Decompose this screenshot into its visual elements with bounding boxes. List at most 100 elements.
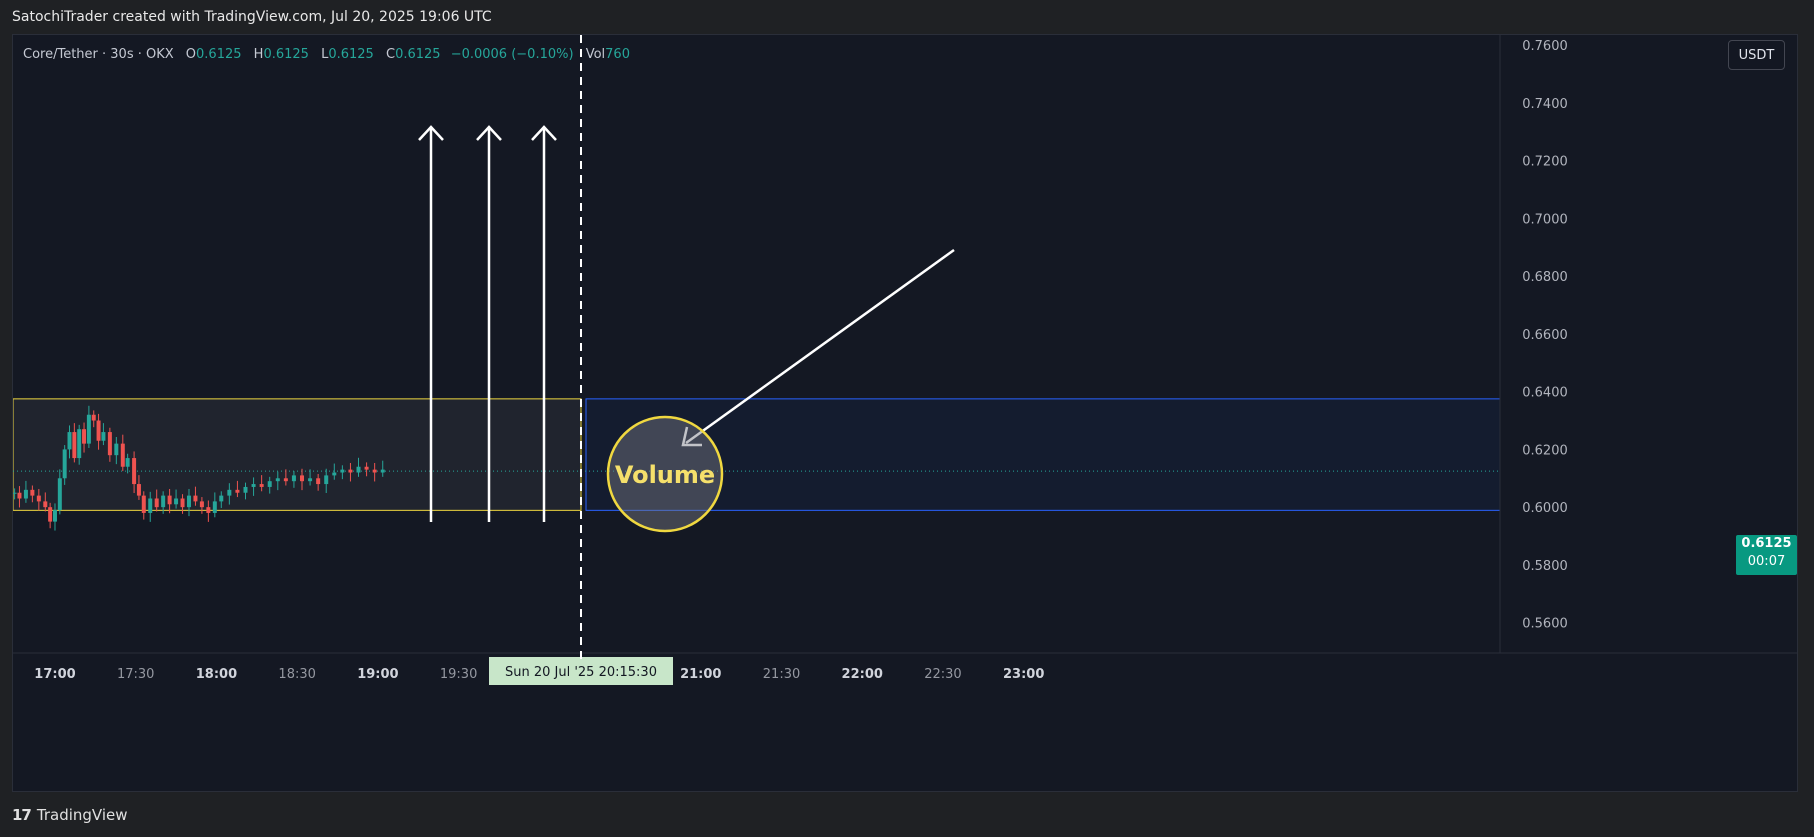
time-tick-label: 22:00 bbox=[842, 667, 883, 682]
candle-body bbox=[267, 481, 272, 487]
low-label: L bbox=[321, 47, 329, 62]
candle-body bbox=[148, 498, 153, 513]
low-value: 0.6125 bbox=[328, 47, 374, 62]
candle-body bbox=[91, 414, 96, 421]
candle-body bbox=[120, 443, 125, 467]
diagonal-arrow-shaft bbox=[685, 248, 955, 445]
top-bar: SatochiTrader created with TradingView.c… bbox=[0, 0, 1814, 34]
open-value: 0.6125 bbox=[196, 47, 242, 62]
candle-body bbox=[52, 510, 57, 522]
candle-body bbox=[332, 472, 337, 476]
bar-countdown: 00:07 bbox=[1747, 554, 1786, 569]
candle-body bbox=[186, 495, 191, 508]
candle-body bbox=[107, 432, 112, 456]
tradingview-logo-icon: 17 bbox=[12, 806, 32, 824]
brand-name: TradingView bbox=[36, 806, 128, 824]
range-box-blue bbox=[585, 398, 1501, 511]
chart-credit: SatochiTrader created with TradingView.c… bbox=[12, 9, 492, 25]
candle-body bbox=[125, 458, 130, 467]
candle-body bbox=[86, 414, 91, 444]
candle-body bbox=[72, 432, 77, 459]
candle-body bbox=[23, 489, 28, 499]
open-label: O bbox=[185, 47, 197, 62]
volume-value: 760 bbox=[605, 47, 630, 62]
price-chart[interactable]: 0.7600 0.7400 0.7200 0.7000 0.6800 0.6600 0.64… bbox=[13, 35, 1798, 792]
candle-body bbox=[114, 443, 119, 456]
price-tick-label: 0.7400 bbox=[1522, 97, 1568, 112]
candle-body bbox=[13, 492, 17, 494]
close-label: C bbox=[385, 47, 396, 62]
candle-body bbox=[364, 466, 369, 470]
candle-body bbox=[348, 469, 353, 473]
price-tick-label: 0.7600 bbox=[1522, 39, 1568, 54]
candle-body bbox=[132, 458, 137, 485]
last-price-tag: 0.6125 00:07 bbox=[1736, 535, 1797, 575]
time-tick-label: 23:00 bbox=[1003, 667, 1044, 682]
candle-body bbox=[36, 495, 41, 502]
volume-annotation-text: Volume bbox=[615, 461, 715, 489]
time-tick-label: 21:30 bbox=[763, 667, 800, 682]
candle-body bbox=[380, 469, 385, 473]
candle-body bbox=[154, 498, 159, 508]
candle-body bbox=[243, 486, 248, 493]
price-tick-label: 0.7000 bbox=[1522, 212, 1568, 227]
candle-body bbox=[101, 432, 106, 441]
price-tick-label: 0.6400 bbox=[1522, 386, 1568, 401]
candle-body bbox=[161, 495, 166, 508]
candle-body bbox=[227, 489, 232, 496]
time-tick-label: 18:30 bbox=[278, 667, 315, 682]
candle-body bbox=[212, 501, 217, 513]
candle-body bbox=[82, 429, 87, 444]
candle-body bbox=[96, 420, 101, 441]
footer: 17 TradingView bbox=[0, 792, 1814, 837]
ohlc-legend: Core/Tether · 30s · OKX O0.6125 H0.6125 … bbox=[23, 47, 630, 62]
range-box-yellow bbox=[13, 398, 582, 511]
price-axis bbox=[1500, 35, 1797, 791]
diagonal-arrow-head bbox=[681, 426, 702, 447]
up-arrow-head bbox=[531, 125, 557, 141]
high-label: H bbox=[253, 47, 264, 62]
crosshair-time-label: Sun 20 Jul '25 20:15:30 bbox=[505, 665, 657, 680]
candle-body bbox=[316, 478, 321, 485]
candle-body bbox=[174, 498, 179, 505]
time-tick-label: 21:00 bbox=[680, 667, 721, 682]
last-price-value: 0.6125 bbox=[1741, 536, 1792, 551]
time-tick-label: 22:30 bbox=[924, 667, 961, 682]
chart-area[interactable]: 0.7600 0.7400 0.7200 0.7000 0.6800 0.6600 0.64… bbox=[12, 34, 1798, 792]
up-arrow-head bbox=[476, 125, 502, 141]
candle-body bbox=[30, 489, 35, 496]
time-tick-label: 18:00 bbox=[196, 667, 237, 682]
crosshair-time-label-bg bbox=[488, 657, 673, 685]
candle-body bbox=[141, 495, 146, 513]
up-arrow-head bbox=[418, 125, 444, 141]
currency-button[interactable]: USDT bbox=[1728, 40, 1785, 70]
time-tick-label: 17:00 bbox=[34, 667, 75, 682]
candle-body bbox=[340, 469, 345, 473]
candle-body bbox=[62, 449, 67, 479]
time-tick-label: 19:00 bbox=[357, 667, 398, 682]
high-value: 0.6125 bbox=[263, 47, 309, 62]
candle-body bbox=[291, 475, 296, 482]
candle-body bbox=[17, 492, 22, 499]
candle-body bbox=[300, 475, 305, 482]
candle-body bbox=[275, 478, 280, 482]
volume-label: Vol bbox=[585, 47, 606, 62]
candle-body bbox=[372, 469, 377, 473]
candle-body bbox=[136, 484, 141, 496]
candle-body bbox=[67, 432, 72, 450]
candle-body bbox=[259, 484, 264, 487]
candle-body bbox=[308, 478, 313, 482]
volume-circle bbox=[606, 415, 724, 533]
candle-body bbox=[283, 478, 288, 482]
candle-body bbox=[193, 495, 198, 502]
price-tick-label: 0.6000 bbox=[1522, 501, 1568, 516]
symbol-info[interactable]: Core/Tether · 30s · OKX bbox=[23, 47, 174, 62]
close-value: 0.6125 bbox=[395, 47, 441, 62]
change-value: −0.0006 (−0.10%) bbox=[450, 47, 574, 62]
price-tick-label: 0.6600 bbox=[1522, 328, 1568, 343]
candle-body bbox=[167, 495, 172, 505]
price-tick-label: 0.6800 bbox=[1522, 270, 1568, 285]
candle-body bbox=[235, 489, 240, 493]
tradingview-brand[interactable]: 17 TradingView bbox=[12, 806, 128, 824]
candle-body bbox=[48, 507, 53, 522]
